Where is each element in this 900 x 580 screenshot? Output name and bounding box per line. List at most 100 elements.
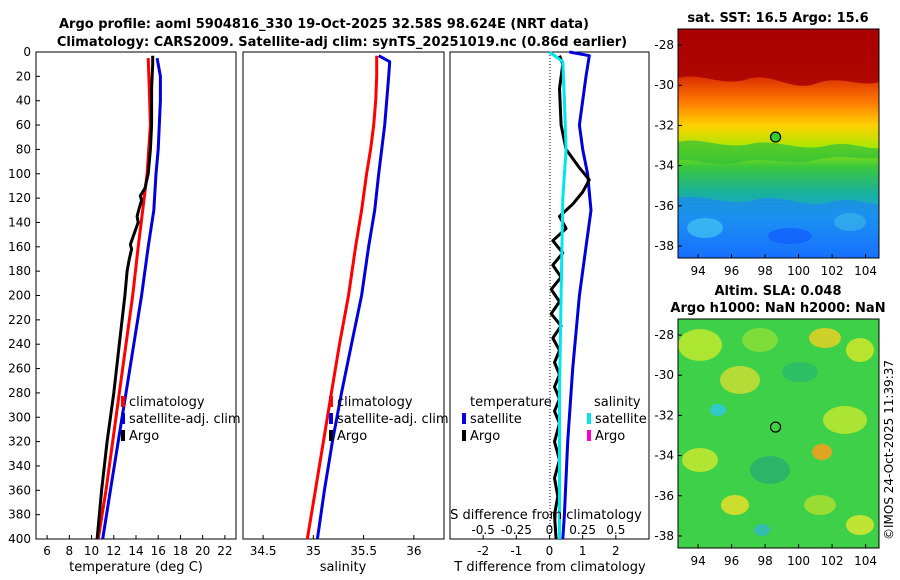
y-tick-label: 400 — [8, 532, 31, 546]
temperature-legend: climatology satellite-adj. clim Argo — [121, 395, 241, 444]
sst-lat-axis: -28 -30 -32 -34 -36 -38 — [654, 38, 682, 253]
depth-axis: 0 20 40 60 80 100 120 140 160 180 200 220 240 260 280 3… — [8, 45, 40, 546]
legend-argo: Argo — [129, 429, 159, 444]
legend-title-temperature: temperature — [470, 395, 552, 410]
difference-legend-salinity: salinity satellite Argo — [587, 395, 647, 444]
y-tick-label: 180 — [8, 264, 31, 278]
argo-position-marker-sst — [769, 131, 782, 143]
lon-tick-label: 96 — [724, 554, 739, 568]
y-tick-label: 380 — [8, 508, 31, 522]
temperature-x-axis: 6 8 10 12 14 16 18 20 22 — [43, 535, 233, 558]
s-diff-tick-label: -0.5 — [471, 523, 494, 537]
legend-t-satellite: satellite — [470, 412, 522, 427]
lon-tick-label: 96 — [724, 264, 739, 278]
lon-tick-label: 94 — [690, 554, 705, 568]
salinity-xlabel: salinity — [320, 560, 367, 575]
legend-s-satellite: satellite — [595, 412, 647, 427]
s-diff-tick-label: 0 — [546, 523, 554, 537]
sst-map-panel: sat. SST: 16.5 Argo: 15.6 -28 -30 -32 -34 -3… — [654, 11, 880, 278]
x-tick-label: 14 — [128, 544, 143, 558]
lat-tick-label: -30 — [654, 78, 674, 92]
x-tick-label: 35.5 — [350, 544, 377, 558]
x-tick-label: 0 — [546, 544, 554, 558]
x-tick-label: 10 — [84, 544, 99, 558]
y-tick-label: 60 — [16, 118, 31, 132]
diff-swatch-s-satellite — [587, 413, 591, 424]
x-tick-label: 12 — [106, 544, 121, 558]
lat-tick-label: -28 — [654, 328, 674, 342]
temperature-panel: 0 20 40 60 80 100 120 140 160 180 200 220 240 260 280 3… — [8, 45, 241, 575]
legend-satellite: satellite-adj. clim — [129, 412, 241, 427]
y-tick-label: 300 — [8, 410, 31, 424]
series-climatology-line — [305, 55, 379, 540]
series-t-argo-line — [549, 55, 591, 540]
lat-tick-label: -36 — [654, 489, 674, 503]
difference-x-axis: -2 -1 0 1 2 — [477, 535, 620, 558]
lat-tick-label: -38 — [654, 529, 674, 543]
t-difference-xlabel: T difference from climatology — [453, 560, 646, 575]
lon-tick-label: 94 — [690, 264, 705, 278]
sst-lon-axis: 94 96 98 100 102 104 — [690, 254, 877, 278]
x-tick-label: 6 — [43, 544, 51, 558]
lon-tick-label: 104 — [854, 554, 877, 568]
legend-s-argo: Argo — [595, 429, 625, 444]
diff-swatch-t-argo — [462, 430, 466, 441]
lon-tick-label: 98 — [757, 554, 772, 568]
lon-tick-label: 102 — [821, 264, 844, 278]
legend-climatology: climatology — [129, 395, 205, 410]
y-tick-label: 360 — [8, 483, 31, 497]
lat-tick-label: -32 — [654, 408, 674, 422]
y-tick-label: 320 — [8, 435, 31, 449]
y-tick-label: 340 — [8, 459, 31, 473]
sst-map-texture — [678, 29, 879, 258]
sla-lat-axis: -28 -30 -32 -34 -36 -38 — [654, 328, 682, 543]
lat-tick-label: -28 — [654, 38, 674, 52]
series-argo-line — [95, 55, 155, 540]
sal-legend-swatch-climatology — [329, 396, 333, 407]
x-tick-label: 16 — [151, 544, 166, 558]
lat-tick-label: -38 — [654, 239, 674, 253]
sla-map-title-2: Argo h1000: NaN h2000: NaN — [670, 301, 885, 316]
y-tick-label: 220 — [8, 313, 31, 327]
temperature-xlabel: temperature (deg C) — [69, 560, 203, 575]
salinity-difference-axis: -0.5 -0.25 0 0.25 0.5 — [471, 523, 625, 537]
y-tick-label: 80 — [16, 142, 31, 156]
legend-swatch-argo — [121, 430, 125, 441]
legend-swatch-climatology — [121, 396, 125, 407]
x-tick-label: 2 — [612, 544, 620, 558]
sla-map-title-1: Altim. SLA: 0.048 — [715, 284, 842, 299]
sal-legend-satellite: satellite-adj. clim — [337, 412, 449, 427]
y-tick-label: 120 — [8, 191, 31, 205]
lat-tick-label: -34 — [654, 159, 674, 173]
y-tick-label: 140 — [8, 215, 31, 229]
y-tick-label: 0 — [23, 45, 31, 59]
temperature-axes-frame — [35, 51, 237, 540]
sal-legend-climatology: climatology — [337, 395, 413, 410]
legend-t-argo: Argo — [470, 429, 500, 444]
imos-watermark: ©IMOS 24-Oct-2025 11:39:37 — [882, 360, 896, 540]
x-tick-label: -2 — [477, 544, 489, 558]
diff-swatch-s-argo — [587, 430, 591, 441]
sst-map-title: sat. SST: 16.5 Argo: 15.6 — [687, 11, 868, 26]
x-tick-label: 20 — [195, 544, 210, 558]
y-tick-label: 160 — [8, 240, 31, 254]
lat-tick-label: -30 — [654, 368, 674, 382]
sal-legend-swatch-argo — [329, 430, 333, 441]
x-tick-label: -1 — [510, 544, 522, 558]
sal-legend-swatch-satellite — [329, 413, 333, 424]
y-tick-label: 240 — [8, 337, 31, 351]
s-diff-tick-label: 0.5 — [606, 523, 625, 537]
salinity-panel: 34.5 35 35.5 36 salinity climatology satell… — [242, 51, 449, 575]
series-satellite-adj-clim-line — [315, 54, 392, 540]
lon-tick-label: 102 — [821, 554, 844, 568]
sal-legend-argo: Argo — [337, 429, 367, 444]
lat-tick-label: -34 — [654, 449, 674, 463]
salinity-x-axis: 34.5 35 35.5 36 — [250, 535, 421, 558]
lon-tick-label: 100 — [787, 554, 810, 568]
sst-map-frame — [677, 28, 880, 259]
y-tick-label: 20 — [16, 69, 31, 83]
argo-position-marker-sla — [769, 421, 782, 433]
y-tick-label: 200 — [8, 289, 31, 303]
sla-map-frame — [677, 318, 880, 549]
